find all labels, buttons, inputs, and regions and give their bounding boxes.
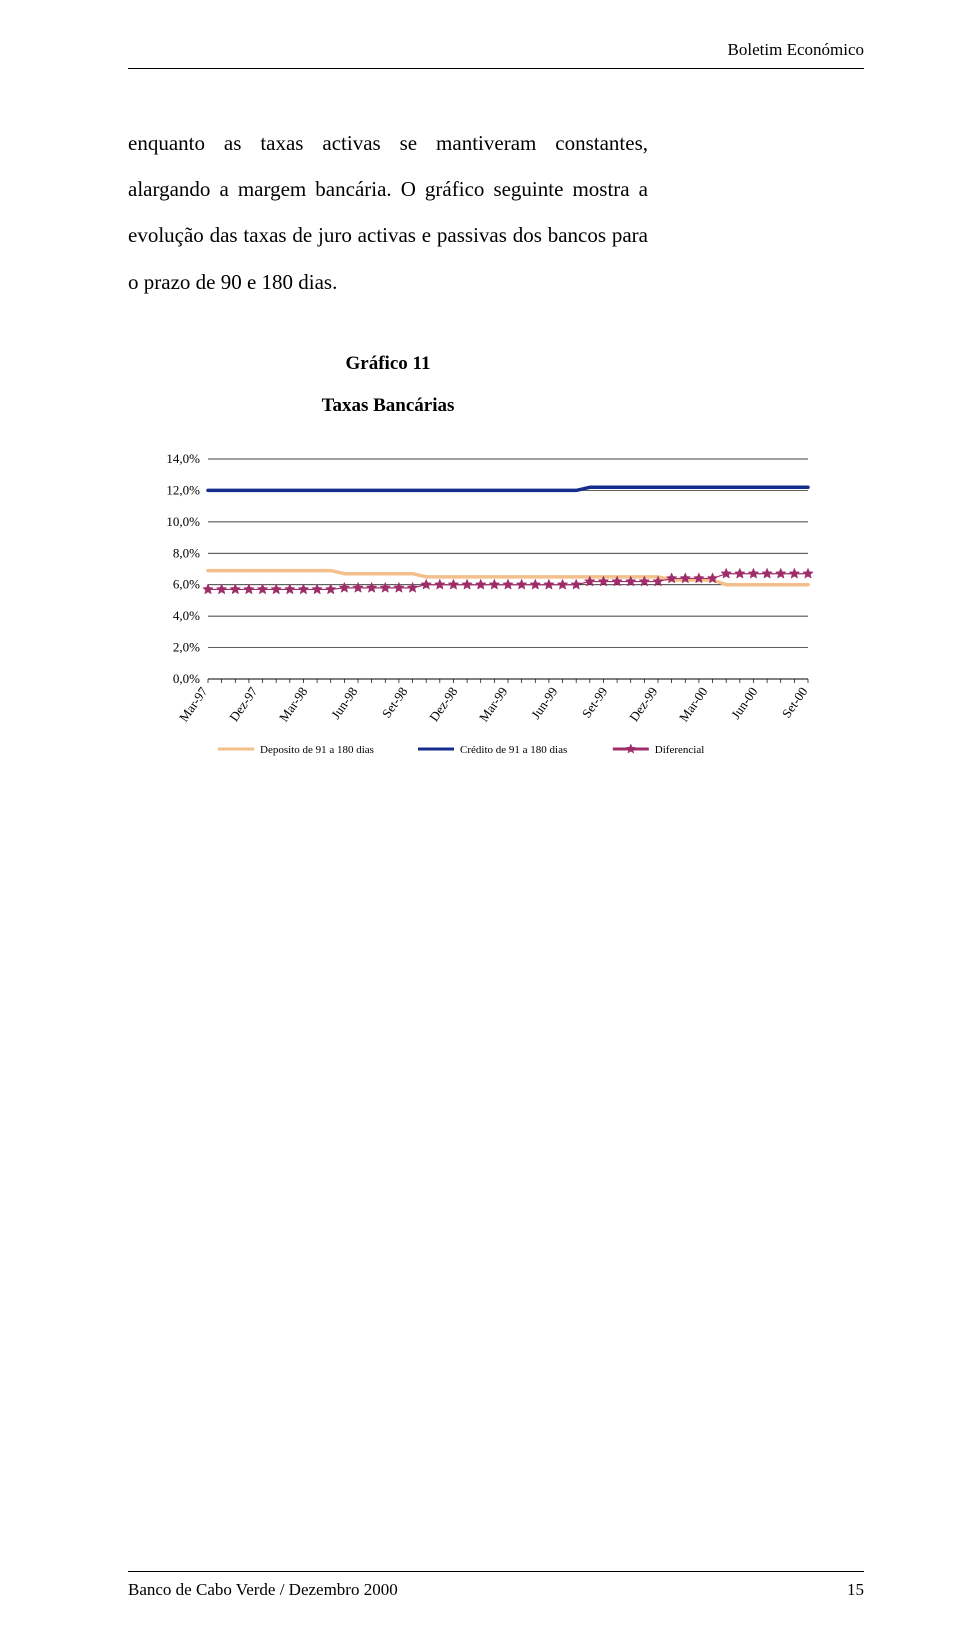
footer-left: Banco de Cabo Verde / Dezembro 2000 [128,1580,398,1600]
header-title: Boletim Económico [728,40,864,60]
svg-text:Mar-98: Mar-98 [276,684,311,724]
svg-text:Dez-97: Dez-97 [226,683,261,723]
chart-sup-title: Gráfico 11 [128,353,648,375]
svg-text:12,0%: 12,0% [166,482,200,497]
svg-text:Jun-99: Jun-99 [528,684,561,722]
svg-text:Crédito de 91 a 180 dias: Crédito de 91 a 180 dias [460,744,567,756]
svg-text:10,0%: 10,0% [166,514,200,529]
svg-text:Jun-98: Jun-98 [328,684,361,722]
svg-text:6,0%: 6,0% [173,576,200,591]
svg-text:4,0%: 4,0% [173,608,200,623]
svg-text:Mar-00: Mar-00 [676,684,711,724]
svg-text:0,0%: 0,0% [173,671,200,686]
body-paragraph: enquanto as taxas activas se mantiveram … [128,120,648,305]
chart-sub-title: Taxas Bancárias [128,395,648,417]
svg-text:Jun-00: Jun-00 [728,684,761,722]
svg-text:14,0%: 14,0% [166,451,200,466]
svg-text:Mar-97: Mar-97 [176,683,211,724]
svg-text:Deposito de 91 a 180 dias: Deposito de 91 a 180 dias [260,744,374,756]
svg-text:Mar-99: Mar-99 [476,684,511,724]
svg-text:Diferencial: Diferencial [655,744,704,756]
line-chart: 0,0% 2,0% 4,0% 6,0% 8,0% 10,0% 12,0% 14,0% Mar-9… [128,449,848,779]
svg-text:Dez-98: Dez-98 [426,684,460,724]
footer-page-number: 15 [847,1580,864,1600]
header-rule [128,68,864,69]
svg-text:Set-98: Set-98 [379,684,411,720]
footer-rule [128,1571,864,1572]
svg-text:8,0%: 8,0% [173,545,200,560]
svg-text:Dez-99: Dez-99 [626,684,660,724]
svg-text:2,0%: 2,0% [173,639,200,654]
svg-text:Set-99: Set-99 [579,684,611,720]
svg-text:Set-00: Set-00 [779,684,811,720]
chart-container: 0,0% 2,0% 4,0% 6,0% 8,0% 10,0% 12,0% 14,0% Mar-9… [128,449,848,779]
